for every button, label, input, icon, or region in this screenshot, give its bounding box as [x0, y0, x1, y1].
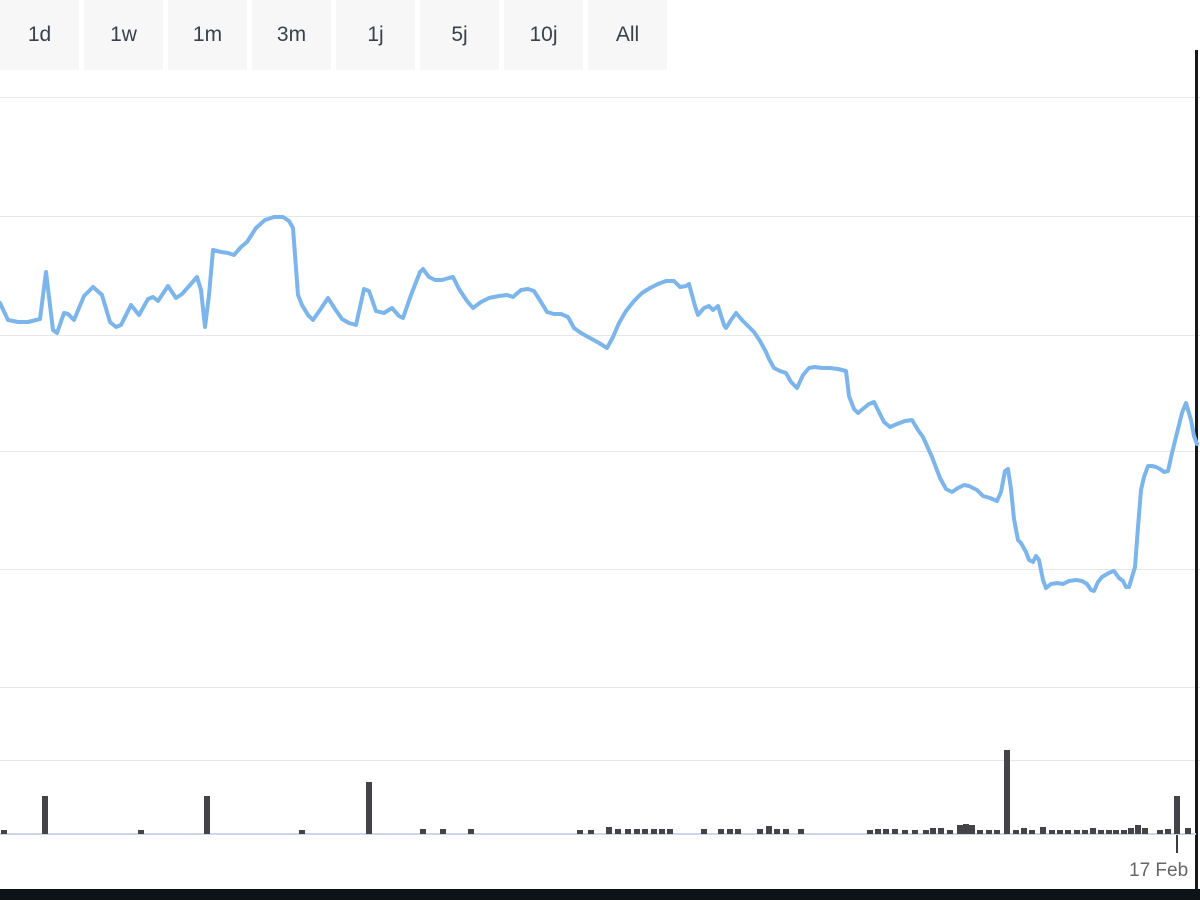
volume-bar: [642, 829, 648, 834]
volume-bar: [468, 829, 474, 834]
volume-bar: [798, 829, 804, 834]
volume-bar: [659, 829, 665, 834]
volume-bar: [1165, 829, 1171, 834]
volume-bar: [977, 830, 983, 834]
volume-bar: [766, 826, 772, 834]
volume-bar: [994, 830, 1000, 834]
volume-bar: [299, 830, 305, 834]
volume-bar: [957, 825, 963, 834]
volume-bar: [1185, 828, 1191, 834]
volume-bar: [588, 830, 594, 834]
volume-bar: [651, 829, 657, 834]
volume-bar: [930, 828, 936, 834]
volume-bar: [1174, 796, 1180, 834]
volume-bar: [366, 782, 372, 834]
volume-bar: [701, 829, 707, 834]
volume-bar: [138, 830, 144, 834]
volume-bar: [912, 830, 918, 834]
volume-bar: [867, 830, 873, 834]
volume-bar: [875, 829, 881, 834]
volume-bar: [1135, 825, 1141, 834]
range-button-10j[interactable]: 10j: [504, 0, 583, 70]
volume-bar: [718, 829, 724, 834]
volume-bar: [969, 825, 975, 834]
volume-bar: [902, 830, 908, 834]
volume-bar: [963, 824, 969, 834]
volume-bar: [774, 829, 780, 834]
range-button-1j[interactable]: 1j: [336, 0, 415, 70]
volume-bar: [625, 829, 631, 834]
volume-bar: [606, 827, 612, 834]
volume-bar: [1065, 830, 1071, 834]
volume-bar: [1098, 830, 1104, 834]
volume-bar: [1142, 828, 1148, 834]
volume-bar: [892, 829, 898, 834]
range-button-1m[interactable]: 1m: [168, 0, 247, 70]
volume-bar: [1040, 827, 1046, 834]
volume-bar: [1057, 830, 1063, 834]
volume-bar: [1157, 830, 1163, 834]
range-button-1d[interactable]: 1d: [0, 0, 79, 70]
volume-bar: [1021, 828, 1027, 834]
volume-bar: [1090, 828, 1096, 834]
volume-bar: [1, 830, 7, 834]
volume-bar: [42, 796, 48, 834]
volume-bar: [1121, 830, 1127, 834]
volume-bar: [1074, 830, 1080, 834]
volume-bar: [1128, 828, 1134, 834]
volume-bar: [783, 829, 789, 834]
volume-bar: [757, 829, 763, 834]
volume-bar: [1113, 830, 1119, 834]
range-button-5j[interactable]: 5j: [420, 0, 499, 70]
x-axis-tick: [1176, 835, 1178, 853]
volume-bar: [1049, 830, 1055, 834]
volume-bar: [883, 829, 889, 834]
volume-bar: [204, 796, 210, 834]
volume-bar: [727, 829, 733, 834]
volume-bar: [1029, 830, 1035, 834]
x-axis-label: 17 Feb: [1129, 860, 1189, 881]
volume-bar: [667, 829, 673, 834]
time-range-toolbar: 1d 1w 1m 3m 1j 5j 10j All: [0, 0, 667, 70]
range-button-all[interactable]: All: [588, 0, 667, 70]
volume-bar: [1004, 750, 1010, 834]
volume-bar: [923, 830, 929, 834]
volume-bar: [986, 830, 992, 834]
volume-bar: [634, 829, 640, 834]
volume-bar: [1013, 830, 1019, 834]
volume-bar: [947, 830, 953, 834]
volume-bar: [938, 828, 944, 834]
volume-bar: [615, 829, 621, 834]
volume-bar: [735, 829, 741, 834]
volume-bar: [577, 830, 583, 834]
range-button-3m[interactable]: 3m: [252, 0, 331, 70]
price-line-series: [0, 215, 1199, 593]
volume-bar: [1106, 830, 1112, 834]
volume-bar: [440, 829, 446, 834]
footer-bar: [0, 889, 1200, 900]
volume-bar: [420, 829, 426, 834]
latest-plotline: [1195, 50, 1198, 890]
volume-bar: [1082, 830, 1088, 834]
range-button-1w[interactable]: 1w: [84, 0, 163, 70]
